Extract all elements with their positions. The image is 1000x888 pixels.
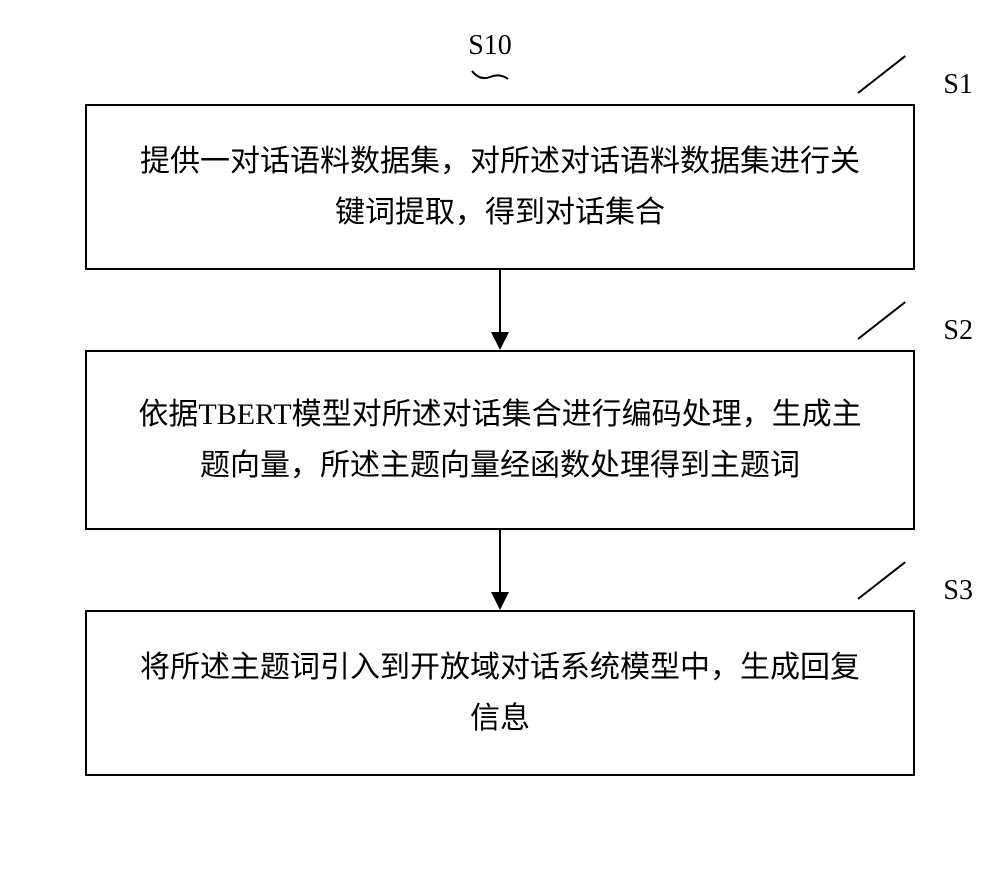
arrow-s1-s2 [50, 270, 950, 350]
step-label-s3: S3 [943, 567, 973, 615]
label-connector-line [857, 55, 906, 94]
step-box-s1: S1 提供一对话语料数据集，对所述对话语料数据集进行关键词提取，得到对话集合 [85, 104, 915, 270]
tilde-symbol [470, 62, 510, 89]
step-label-s2: S2 [943, 307, 973, 355]
arrow-icon [485, 530, 515, 610]
step-text-s3: 将所述主题词引入到开放域对话系统模型中，生成回复信息 [127, 642, 873, 744]
step-box-s2: S2 依据TBERT模型对所述对话集合进行编码处理，生成主题向量，所述主题向量经… [85, 350, 915, 530]
step-text-s1: 提供一对话语料数据集，对所述对话语料数据集进行关键词提取，得到对话集合 [127, 136, 873, 238]
flowchart-container: S10 S1 提供一对话语料数据集，对所述对话语料数据集进行关键词提取，得到对话… [50, 30, 950, 858]
step-text-s2: 依据TBERT模型对所述对话集合进行编码处理，生成主题向量，所述主题向量经函数处… [127, 389, 873, 491]
arrow-s2-s3 [50, 530, 950, 610]
top-label: S10 [468, 30, 512, 62]
step-label-s1: S1 [943, 61, 973, 109]
step-box-s3: S3 将所述主题词引入到开放域对话系统模型中，生成回复信息 [85, 610, 915, 776]
arrow-icon [485, 270, 515, 350]
